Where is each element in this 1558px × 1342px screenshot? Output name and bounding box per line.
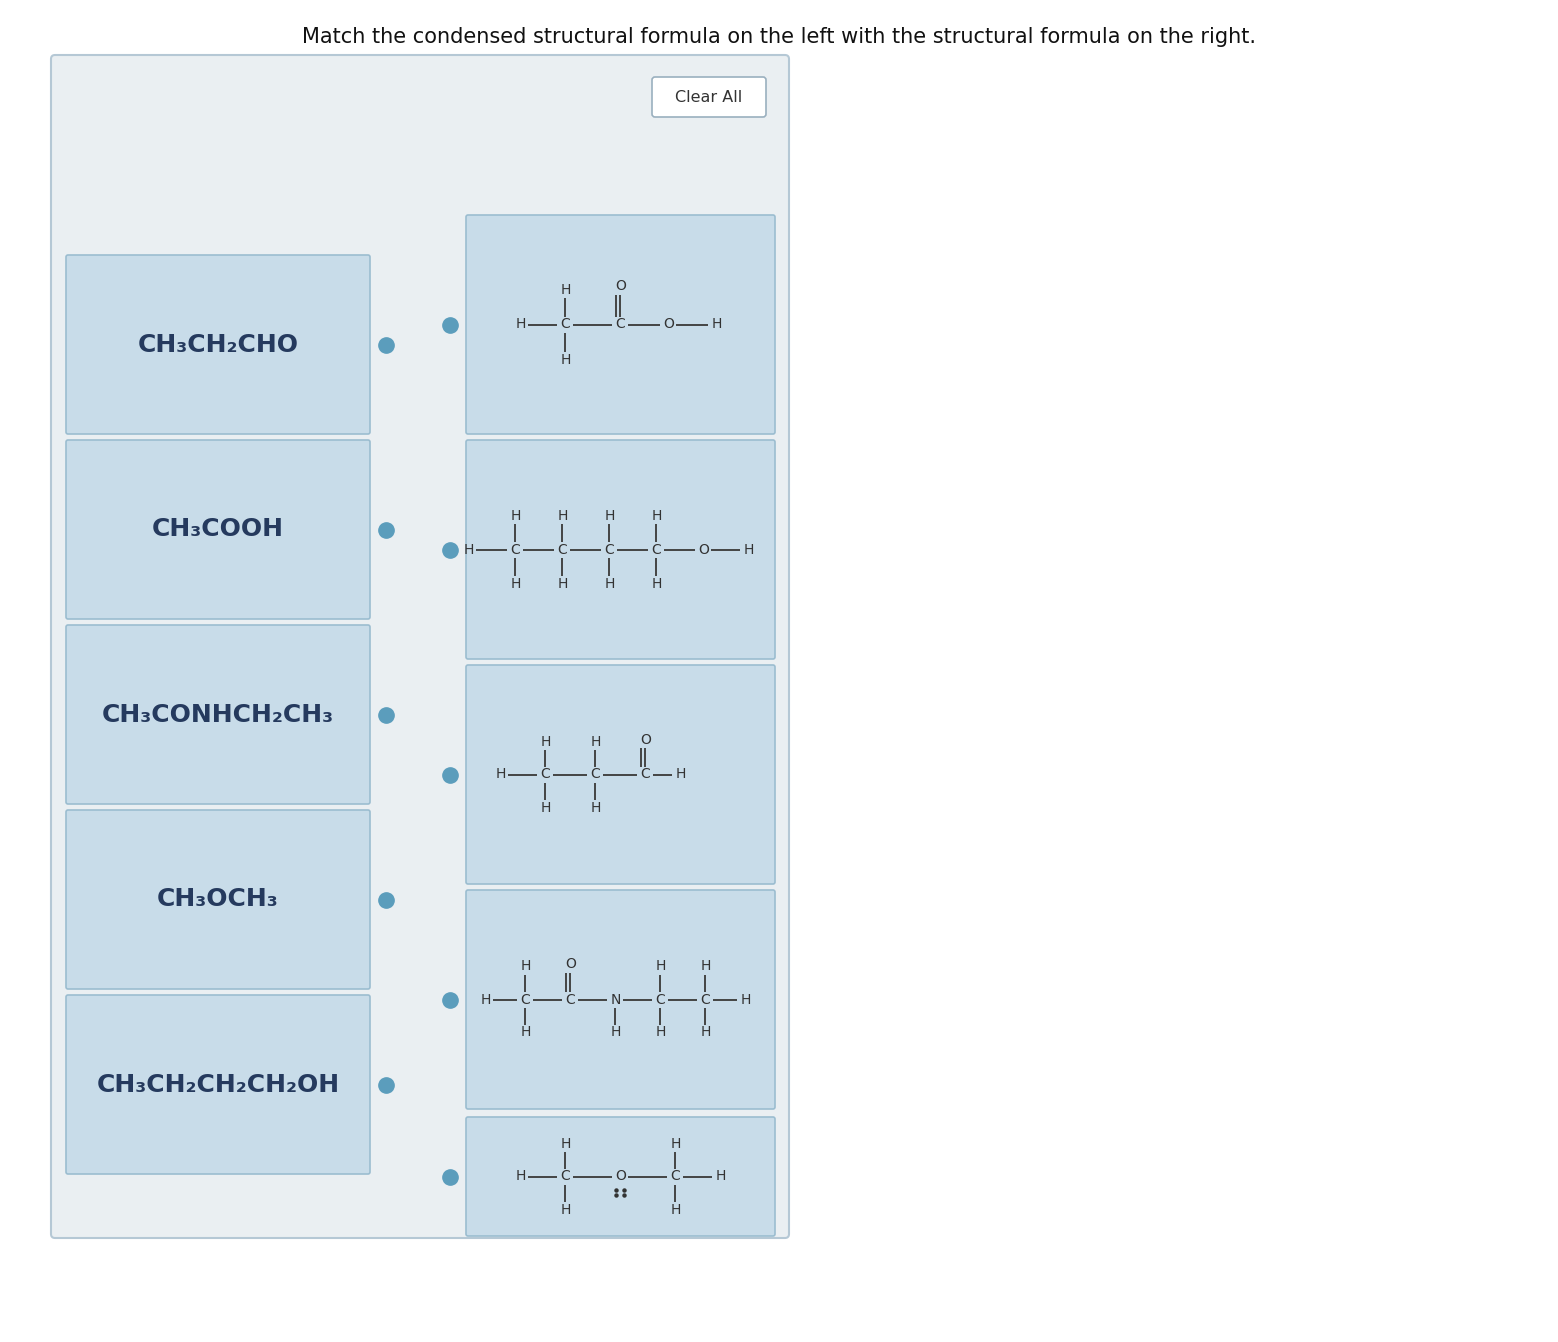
- Text: H: H: [590, 800, 601, 815]
- Text: H: H: [611, 1025, 620, 1040]
- Text: H: H: [670, 1202, 681, 1216]
- Text: O: O: [664, 318, 675, 331]
- Text: H: H: [541, 800, 550, 815]
- FancyBboxPatch shape: [466, 1117, 774, 1236]
- Text: CH₃OCH₃: CH₃OCH₃: [157, 887, 279, 911]
- Text: H: H: [558, 577, 567, 590]
- Text: H: H: [656, 1025, 665, 1040]
- FancyBboxPatch shape: [65, 994, 369, 1174]
- Text: H: H: [516, 1169, 525, 1184]
- Text: H: H: [511, 577, 520, 590]
- Text: H: H: [700, 1025, 710, 1040]
- Text: CH₃CH₂CH₂CH₂OH: CH₃CH₂CH₂CH₂OH: [97, 1072, 340, 1096]
- Text: Match the condensed structural formula on the left with the structural formula o: Match the condensed structural formula o…: [302, 27, 1256, 47]
- Text: O: O: [566, 957, 576, 972]
- Text: Clear All: Clear All: [675, 90, 743, 105]
- Text: H: H: [651, 577, 662, 590]
- Text: N: N: [611, 993, 620, 1006]
- Text: H: H: [561, 1202, 570, 1216]
- Text: H: H: [656, 960, 665, 973]
- Text: C: C: [590, 768, 600, 781]
- Text: C: C: [558, 542, 567, 557]
- Text: C: C: [615, 318, 625, 331]
- Text: O: O: [698, 542, 709, 557]
- Text: H: H: [561, 353, 570, 366]
- FancyBboxPatch shape: [466, 890, 774, 1108]
- Text: C: C: [640, 768, 650, 781]
- Text: CH₃CONHCH₂CH₃: CH₃CONHCH₂CH₃: [101, 702, 333, 726]
- Text: H: H: [715, 1169, 726, 1184]
- Text: H: H: [561, 1137, 570, 1150]
- Text: C: C: [541, 768, 550, 781]
- Text: C: C: [511, 542, 520, 557]
- Text: C: C: [561, 1169, 570, 1184]
- Text: H: H: [520, 1025, 531, 1040]
- Text: C: C: [656, 993, 665, 1006]
- Text: C: C: [651, 542, 662, 557]
- Text: O: O: [640, 733, 651, 746]
- FancyBboxPatch shape: [65, 440, 369, 619]
- Text: H: H: [495, 768, 506, 781]
- Text: H: H: [605, 509, 615, 522]
- Text: CH₃COOH: CH₃COOH: [153, 518, 284, 542]
- Text: H: H: [558, 509, 567, 522]
- Text: H: H: [511, 509, 520, 522]
- Text: H: H: [670, 1137, 681, 1150]
- Text: C: C: [605, 542, 614, 557]
- FancyBboxPatch shape: [51, 55, 788, 1239]
- Text: H: H: [516, 318, 525, 331]
- Text: H: H: [700, 960, 710, 973]
- FancyBboxPatch shape: [651, 76, 767, 117]
- Text: H: H: [590, 734, 601, 749]
- Text: H: H: [541, 734, 550, 749]
- Text: H: H: [712, 318, 721, 331]
- Text: H: H: [463, 542, 474, 557]
- Text: CH₃CH₂CHO: CH₃CH₂CHO: [137, 333, 299, 357]
- FancyBboxPatch shape: [466, 666, 774, 884]
- Text: H: H: [675, 768, 686, 781]
- Text: H: H: [561, 283, 570, 297]
- Text: H: H: [743, 542, 754, 557]
- Text: H: H: [520, 960, 531, 973]
- Text: C: C: [566, 993, 575, 1006]
- FancyBboxPatch shape: [65, 255, 369, 433]
- Text: C: C: [561, 318, 570, 331]
- Text: H: H: [480, 993, 491, 1006]
- Text: O: O: [615, 279, 626, 294]
- Text: C: C: [701, 993, 710, 1006]
- FancyBboxPatch shape: [466, 440, 774, 659]
- FancyBboxPatch shape: [65, 625, 369, 804]
- Text: C: C: [520, 993, 530, 1006]
- Text: H: H: [740, 993, 751, 1006]
- Text: H: H: [651, 509, 662, 522]
- FancyBboxPatch shape: [65, 811, 369, 989]
- Text: H: H: [605, 577, 615, 590]
- Text: C: C: [670, 1169, 681, 1184]
- FancyBboxPatch shape: [466, 215, 774, 433]
- Text: O: O: [615, 1169, 626, 1184]
